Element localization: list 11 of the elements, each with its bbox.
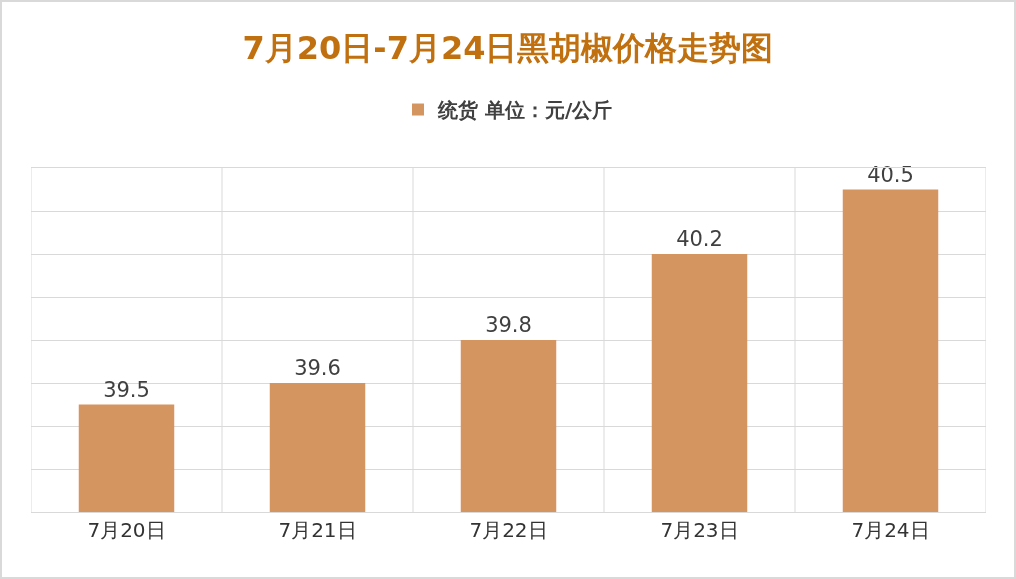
chart-title: 7月20日-7月24日黑胡椒价格走势图 (242, 29, 774, 68)
x-tick-label: 7月21日 (278, 518, 357, 542)
x-tick-label: 7月22日 (469, 518, 548, 542)
data-label: 39.8 (485, 313, 532, 337)
data-label: 39.5 (103, 377, 150, 402)
x-tick-label: 7月23日 (660, 518, 739, 542)
data-label: 40.2 (676, 227, 723, 251)
x-tick-label: 7月24日 (851, 518, 930, 542)
data-label: 39.6 (294, 356, 341, 380)
legend-label: 统货 单位：元/公斤 (437, 98, 613, 123)
x-tick-label: 7月20日 (87, 518, 166, 542)
